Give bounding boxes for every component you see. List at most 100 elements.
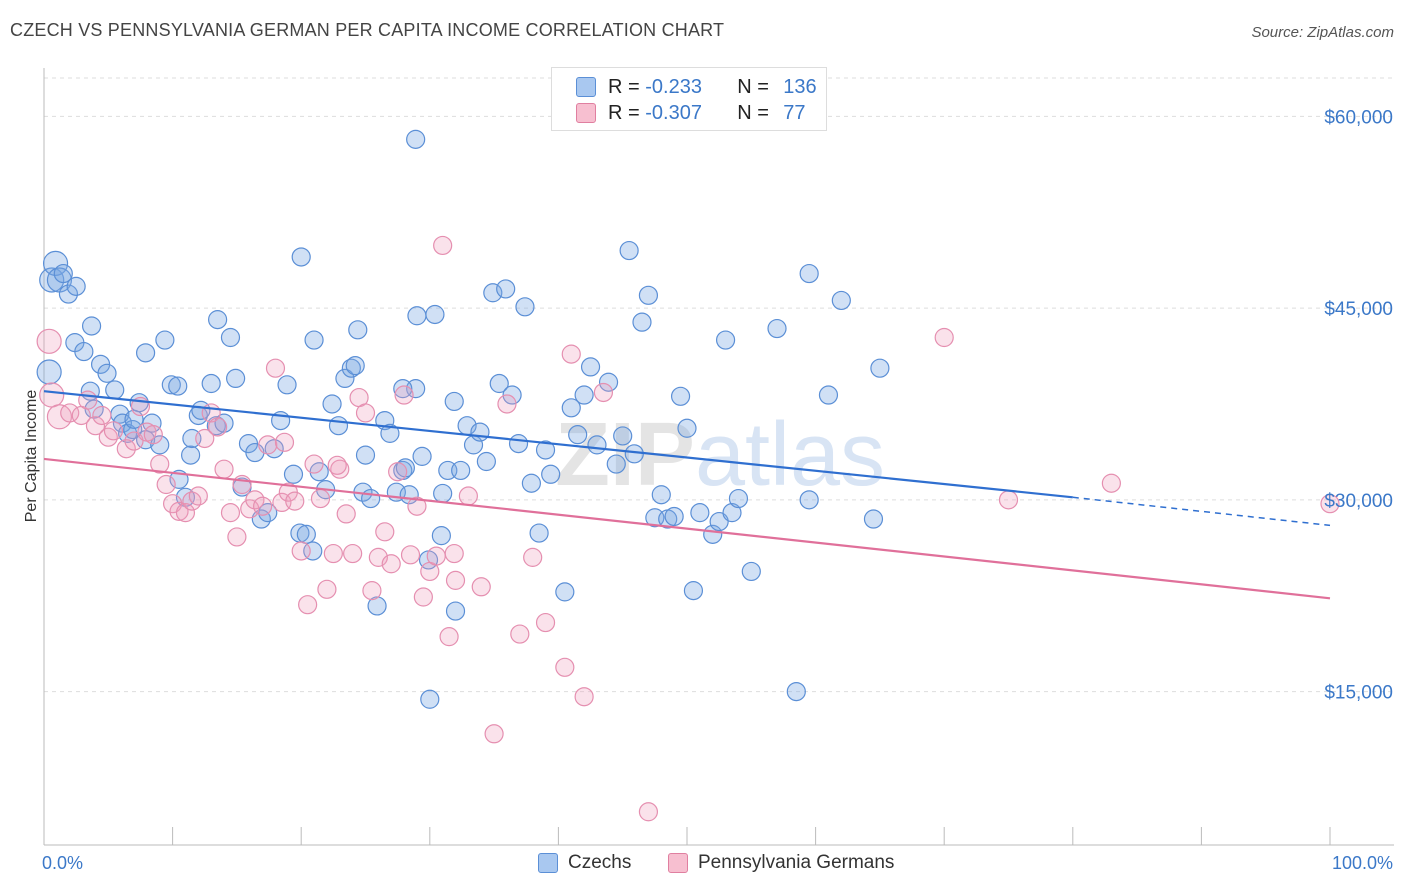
czechs-point (799, 490, 819, 510)
czechs-point (105, 380, 125, 400)
pennsylvania-germans-point (317, 579, 337, 599)
y-tick-label: $30,000 (1324, 491, 1393, 512)
pennsylvania-germans-point (232, 474, 252, 495)
czechs-point (568, 425, 588, 445)
czechs-point (433, 483, 453, 504)
czechs-point (201, 373, 221, 394)
legend-swatch-pennsylvania-germans (576, 103, 596, 123)
pennsylvania-germans-point (39, 382, 65, 408)
czechs-point (451, 460, 471, 481)
pennsylvania-germans-point (156, 474, 176, 495)
y-tick-labels: $15,000 $30,000 $45,000 $60,000 (1324, 107, 1393, 703)
y-axis-label: Per Capita Income (23, 390, 40, 523)
pennsylvania-germans-point (510, 624, 530, 644)
pennsylvania-germans-point (445, 570, 466, 590)
pennsylvania-germans-point (388, 462, 408, 482)
pennsylvania-germans-trend-line (43, 457, 1331, 600)
czechs-point (587, 435, 607, 455)
bottom-legend-czechs: Czechs (538, 852, 631, 874)
watermark: ZIPatlas (555, 405, 885, 505)
czechs-point (555, 582, 575, 602)
bottom-legend-swatch-pennsylvania-germans (668, 853, 688, 873)
trend-lines (43, 390, 1331, 600)
pennsylvania-germans-point (98, 427, 118, 447)
pennsylvania-germans-point (285, 491, 305, 511)
czechs-point (304, 330, 324, 350)
czechs-point (97, 363, 117, 383)
czechs-point (786, 681, 806, 702)
pennsylvania-germans-point (143, 425, 163, 445)
czechs-point (168, 376, 188, 396)
bottom-legend-label-pennsylvania-germans: Pennsylvania Germans (698, 852, 895, 873)
czechs-point (135, 343, 156, 363)
pennsylvania-germans-point (227, 527, 247, 547)
pennsylvania-germans-point (195, 428, 215, 449)
czechs-point (258, 503, 278, 523)
pennsylvania-germans-point (46, 404, 73, 430)
pennsylvania-germans-point (433, 235, 453, 256)
legend-n-value: 77 (783, 101, 806, 124)
bottom-legend-pennsylvania-germans: Pennsylvania Germans (668, 852, 894, 874)
czechs-point (444, 391, 464, 412)
pennsylvania-germans-point (220, 503, 241, 523)
czechs-point (425, 304, 445, 325)
legend-n-value: 136 (783, 75, 817, 98)
czechs-point (741, 561, 761, 582)
czechs-point (690, 503, 710, 523)
pennsylvania-germans-point (291, 541, 311, 561)
czechs-point (632, 312, 652, 332)
pennsylvania-germans-point (182, 491, 202, 511)
legend-r-value: -0.233 (645, 75, 702, 98)
czechs-point (155, 330, 175, 350)
czechs-point (181, 445, 201, 465)
pennsylvania-germans-point (593, 382, 614, 403)
chart-source: Source: ZipAtlas.com (1251, 24, 1394, 41)
czechs-point (863, 509, 884, 529)
czechs-point (361, 488, 381, 509)
czechs-point (818, 385, 839, 405)
y-tick-label: $45,000 (1324, 299, 1393, 320)
pennsylvania-germans-point (439, 627, 459, 647)
correlation-legend: R = -0.233 N = 136 R = -0.307 N = 77 (551, 67, 827, 131)
czechs-point (799, 263, 819, 284)
pennsylvania-germans-point (245, 490, 265, 510)
czechs-point (483, 283, 503, 303)
pennsylvania-germans-point (92, 405, 112, 426)
y-tick-label: $15,000 (1324, 683, 1393, 704)
pennsylvania-germans-point (323, 543, 343, 564)
legend-r-label: R = (608, 75, 640, 98)
czechs-point (420, 689, 440, 709)
pennsylvania-germans-point (175, 503, 196, 523)
x-tick-labels: 0.0% 100.0% (42, 853, 1393, 873)
czechs-point (445, 601, 466, 621)
x-tick-label: 0.0% (42, 853, 83, 873)
czechs-point (606, 454, 626, 474)
czechs-point (206, 416, 226, 436)
czechs-point (393, 379, 413, 399)
czechs-trend-line (43, 390, 1073, 499)
bottom-legend-swatch-czechs (538, 853, 558, 873)
pennsylvania-germans-point (78, 390, 98, 410)
y-tick-label: $60,000 (1324, 107, 1393, 128)
czechs-point (283, 464, 304, 484)
pennsylvania-germans-point (426, 546, 446, 566)
czechs-point (412, 446, 432, 466)
czechs-point (624, 444, 644, 464)
czechs-point (722, 503, 742, 523)
pennsylvania-germans-point (150, 454, 170, 474)
series-pennsylvania-germans-points (36, 235, 1340, 822)
pennsylvania-germans-point (407, 496, 427, 516)
pennsylvania-germans-point (638, 802, 659, 822)
czechs-point (521, 473, 541, 493)
pennsylvania-germans-point (116, 439, 136, 459)
czechs-point (496, 279, 516, 299)
czechs-point (380, 423, 400, 443)
legend-row-czechs: R = -0.233 N = 136 (576, 74, 817, 100)
pennsylvania-germans-point (523, 547, 543, 567)
czechs-point (58, 284, 79, 304)
pennsylvania-germans-point (85, 416, 106, 436)
pennsylvania-germans-point (343, 543, 363, 564)
pennsylvania-germans-point (458, 486, 478, 506)
czechs-point (728, 488, 749, 509)
